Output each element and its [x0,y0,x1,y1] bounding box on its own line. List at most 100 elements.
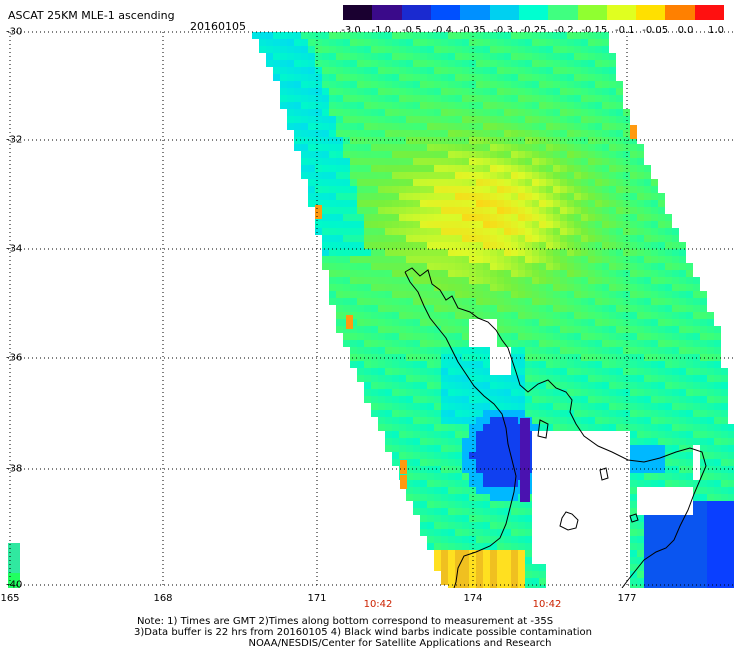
wind-cell [721,564,728,571]
wind-cell [581,109,588,116]
wind-cell [595,382,602,389]
wind-cell [315,116,322,123]
wind-cell [700,347,707,354]
graticule [8,31,734,588]
wind-cell [637,186,644,193]
wind-cell [518,109,525,116]
wind-cell [511,431,518,438]
wind-cell [609,396,616,403]
wind-cell [448,130,455,137]
wind-cell [273,46,280,53]
wind-cell [630,515,637,522]
wind-cell [483,60,490,67]
wind-cell [623,410,630,417]
wind-cell [413,410,420,417]
wind-cell [574,326,581,333]
note-line: 3)Data buffer is 22 hrs from 20160105 4)… [134,627,592,638]
wind-cell [441,277,448,284]
wind-cell [539,277,546,284]
wind-cell [392,144,399,151]
wind-cell [630,214,637,221]
colorbar-tick-label: -1.0 [371,25,392,36]
wind-cell [532,214,539,221]
wind-cell [392,67,399,74]
wind-cell [567,88,574,95]
wind-cell [427,452,434,459]
wind-cell [266,39,273,46]
wind-cell [490,60,497,67]
wind-cell [399,81,406,88]
wind-cell [721,529,728,536]
wind-cell [553,39,560,46]
wind-cell [490,67,497,74]
wind-cell [532,571,539,578]
wind-cell [567,249,574,256]
wind-cell [651,410,658,417]
wind-cell [672,522,679,529]
wind-cell [371,151,378,158]
wind-cell [399,109,406,116]
wind-cell [462,487,469,494]
wind-cell [686,298,693,305]
wind-cell [574,340,581,347]
wind-cell [294,144,301,151]
wind-cell [406,144,413,151]
wind-cell [616,172,623,179]
wind-cell [427,228,434,235]
wind-cell [546,277,553,284]
wind-cell [714,347,721,354]
wind-cell [469,32,476,39]
wind-cell [651,571,658,578]
wind-cell [399,368,406,375]
wind-cell [553,389,560,396]
wind-cell [343,298,350,305]
wind-cell [315,109,322,116]
wind-cell [420,291,427,298]
wind-cell [630,452,637,459]
wind-cell [448,333,455,340]
wind-cell [553,368,560,375]
wind-cell [553,375,560,382]
wind-cell [609,319,616,326]
wind-cell [511,585,518,588]
wind-cell [378,305,385,312]
wind-cell [637,277,644,284]
wind-cell [315,137,322,144]
wind-cell [427,333,434,340]
wind-cell [490,452,497,459]
wind-cell [595,207,602,214]
wind-cell [532,564,539,571]
wind-cell [595,165,602,172]
wind-cell [259,39,266,46]
wind-cell [721,578,728,585]
wind-cell [385,81,392,88]
wind-cell [616,200,623,207]
wind-cell [630,550,637,557]
wind-cell [567,95,574,102]
wind-cell [434,431,441,438]
wind-cell [490,508,497,515]
wind-cell [525,277,532,284]
wind-cell [462,319,469,326]
wind-cell [357,116,364,123]
wind-cell [392,137,399,144]
wind-cell [581,263,588,270]
wind-cell [483,200,490,207]
wind-cell [343,39,350,46]
wind-cell [651,480,658,487]
wind-cell [574,53,581,60]
wind-cell [630,256,637,263]
wind-cell [609,277,616,284]
wind-cell [448,228,455,235]
wind-cell [413,326,420,333]
wind-cell [497,424,504,431]
wind-cell [560,116,567,123]
wind-cell [448,88,455,95]
wind-cell [553,319,560,326]
wind-cell [679,361,686,368]
wind-cell [609,403,616,410]
wind-cell [448,424,455,431]
wind-cell [420,473,427,480]
wind-cell [602,277,609,284]
wind-cell [336,249,343,256]
